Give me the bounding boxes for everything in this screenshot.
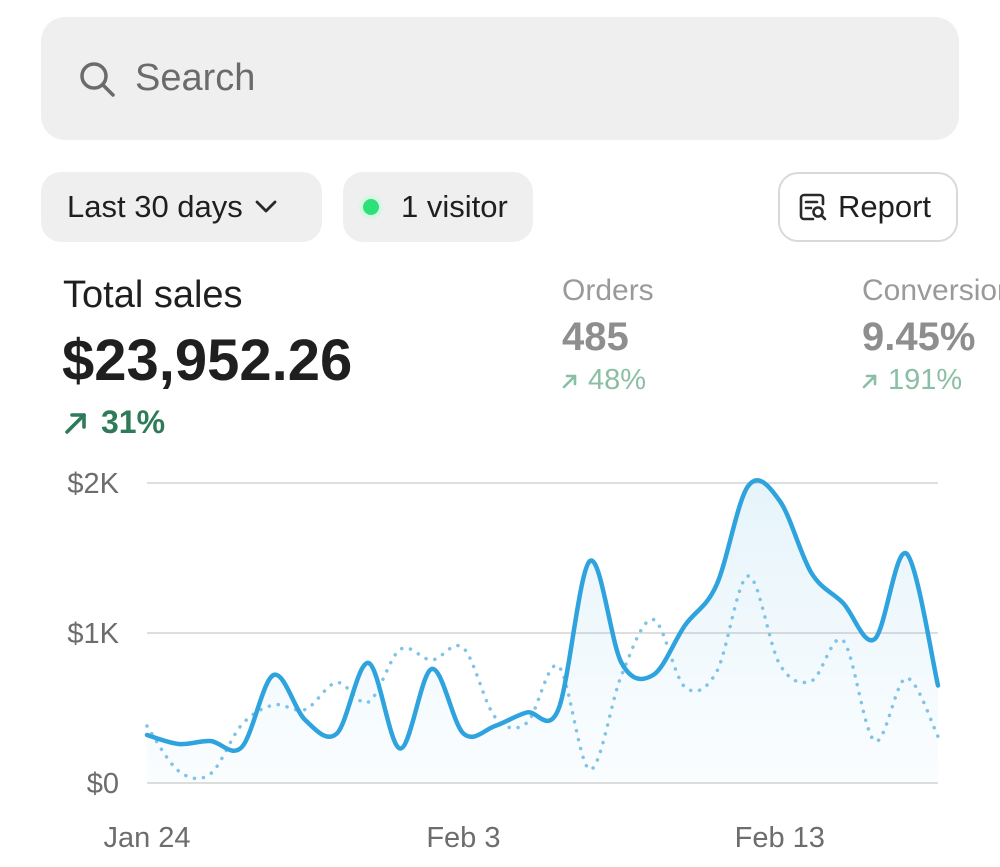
conversion-delta-value: 191% [888,364,963,396]
y-tick-label: $1K [67,618,119,650]
orders-label: Orders [562,274,654,307]
total-sales-delta-value: 31% [101,404,166,440]
search-bar[interactable] [41,17,959,140]
previous-period-line [145,574,940,781]
report-icon [796,191,828,223]
chevron-down-icon [255,200,277,214]
live-status-dot [363,199,379,215]
orders-value: 485 [562,315,629,359]
arrow-up-right-icon [63,410,89,436]
orders-delta-value: 48% [588,364,647,396]
arrow-up-right-icon [862,373,878,389]
y-axis: $0 $1K $2K [67,468,119,800]
report-button[interactable]: Report [778,172,958,242]
orders-delta: 48% [562,364,646,397]
search-input[interactable] [135,57,895,100]
total-sales-delta: 31% [63,404,165,441]
date-range-dropdown[interactable]: Last 30 days [41,172,322,242]
x-tick-label: Feb 3 [426,822,500,854]
report-label: Report [838,189,932,224]
x-axis: Jan 24 Feb 3 Feb 13 [103,822,824,854]
current-period-area [147,480,938,783]
visitor-count: 1 visitor [401,189,508,224]
y-tick-label: $2K [67,468,119,500]
sales-chart: $0 $1K $2K Jan 24 Feb 3 Feb 13 [67,468,941,854]
chart-series [144,478,941,783]
x-tick-label: Feb 13 [735,822,825,854]
date-range-label: Last 30 days [67,189,243,224]
search-icon [77,59,117,99]
arrow-up-right-icon [562,373,578,389]
current-period-line [144,478,941,753]
conversion-value: 9.45% [862,315,976,359]
conversion-delta: 191% [862,364,962,397]
total-sales-value: $23,952.26 [62,328,353,393]
x-tick-label: Jan 24 [103,822,190,854]
total-sales-label: Total sales [63,274,243,316]
conversion-label: Conversion [862,274,1000,307]
y-tick-label: $0 [87,768,119,800]
live-visitors-button[interactable]: 1 visitor [343,172,533,242]
